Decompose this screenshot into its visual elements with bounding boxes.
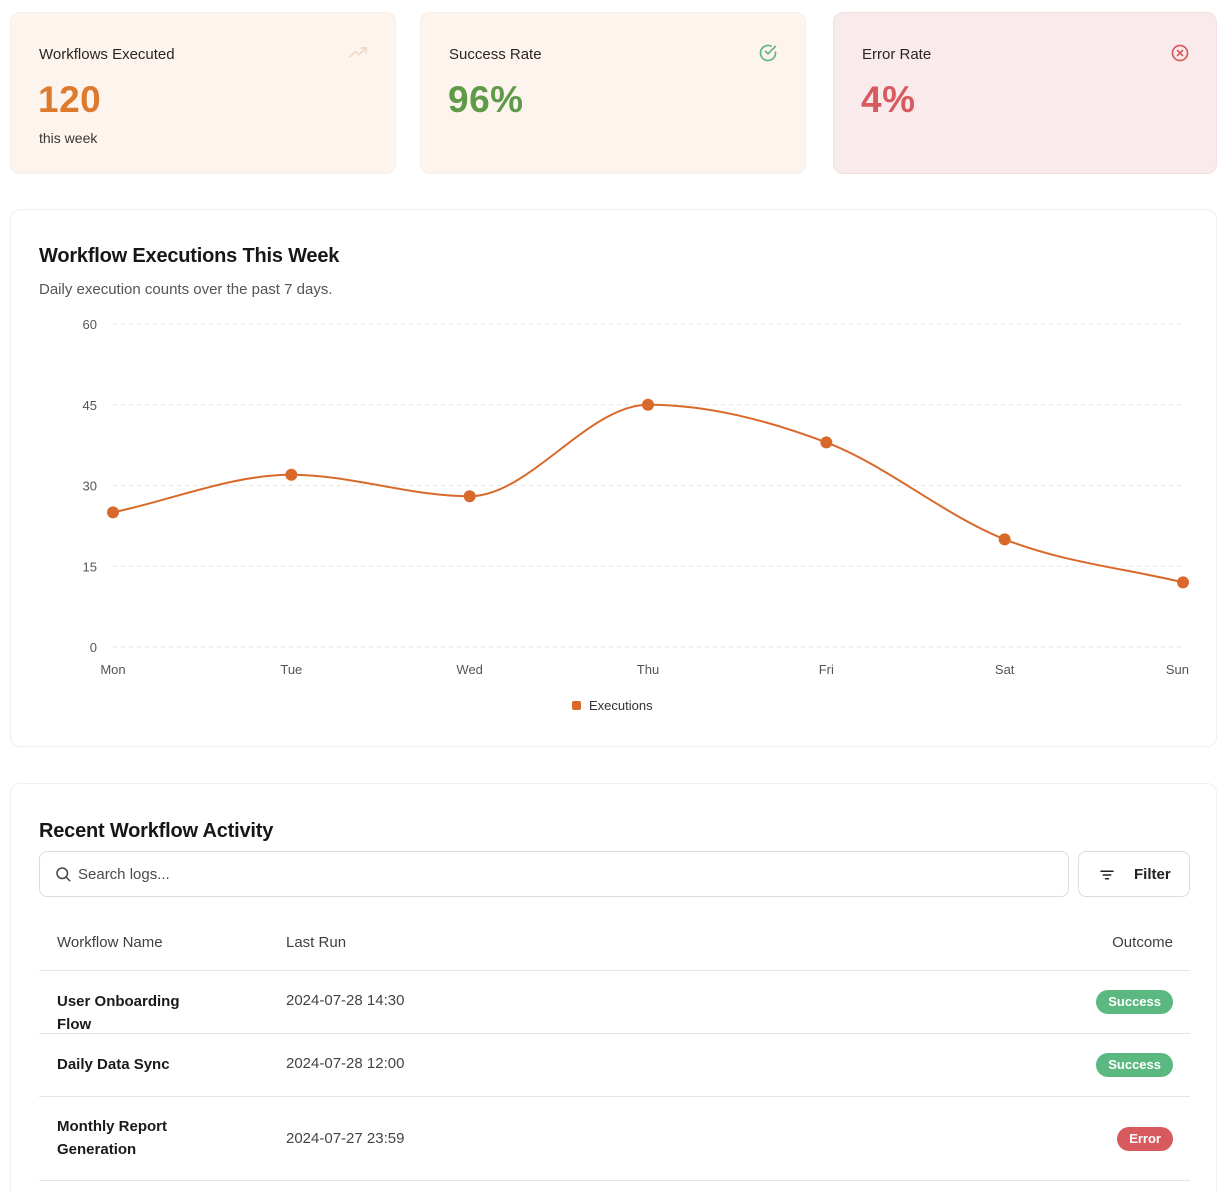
search-box <box>39 851 1069 897</box>
error-rate-card: Error Rate 4% <box>833 12 1217 174</box>
series-line-executions <box>112 403 1184 584</box>
table-row[interactable]: Monthly Report Generation 2024-07-27 23:… <box>39 1097 1190 1181</box>
data-point <box>820 436 833 449</box>
data-point <box>642 398 654 411</box>
workflow-name: User Onboarding Flow <box>57 993 180 1033</box>
x-tick-label: Sun <box>1166 662 1189 677</box>
check-circle-icon <box>759 44 777 62</box>
activity-table: Workflow Name Last Run Outcome User Onbo… <box>39 922 1190 1181</box>
column-header-last-run[interactable]: Last Run <box>286 934 347 951</box>
column-header-workflow-name[interactable]: Workflow Name <box>57 934 163 951</box>
workflows-executed-value: 120 <box>38 79 102 120</box>
search-icon <box>56 867 71 882</box>
data-point <box>107 506 119 519</box>
column-header-outcome[interactable]: Outcome <box>1112 934 1173 951</box>
table-row[interactable]: Daily Data Sync 2024-07-28 12:00 Success <box>39 1034 1190 1097</box>
y-tick-label: 0 <box>90 640 97 655</box>
x-tick-label: Fri <box>819 662 834 677</box>
last-run-time: 2024-07-28 14:30 <box>286 992 405 1009</box>
last-run-time: 2024-07-28 12:00 <box>286 1055 405 1072</box>
success-rate-label: Success Rate <box>449 46 542 63</box>
data-point <box>998 533 1011 546</box>
trending-up-icon <box>348 47 368 59</box>
x-circle-icon <box>1171 44 1189 62</box>
chart-title: Workflow Executions This Week <box>39 245 340 267</box>
filter-button[interactable]: Filter <box>1078 851 1190 897</box>
last-run-time: 2024-07-27 23:59 <box>286 1130 405 1147</box>
workflow-name: Daily Data Sync <box>57 1056 170 1073</box>
y-tick-label: 15 <box>83 559 97 574</box>
x-tick-label: Sat <box>995 662 1015 677</box>
executions-line-chart: 0 15 30 45 60 Mon Tue Wed Thu Fri Sat Sun Executions <box>83 317 1189 713</box>
legend-swatch <box>572 701 581 710</box>
success-rate-card: Success Rate 96% <box>420 12 806 174</box>
workflow-name: Monthly Report Generation <box>57 1118 167 1158</box>
recent-activity-panel: Recent Workflow Activity Filter Workflow… <box>10 783 1217 1192</box>
data-point <box>463 490 476 503</box>
legend-label: Executions <box>589 698 653 713</box>
x-tick-label: Tue <box>280 662 302 677</box>
error-rate-value: 4% <box>861 79 916 120</box>
x-tick-label: Thu <box>637 662 659 677</box>
y-tick-label: 60 <box>83 317 97 332</box>
x-tick-label: Mon <box>100 662 125 677</box>
search-input[interactable] <box>78 852 1058 896</box>
y-tick-label: 30 <box>83 479 97 494</box>
status-badge: Success <box>1096 1053 1173 1077</box>
activity-title: Recent Workflow Activity <box>39 820 274 842</box>
x-tick-label: Wed <box>456 662 483 677</box>
workflows-executed-card: Workflows Executed 120 this week <box>10 12 396 174</box>
data-point <box>1177 576 1189 589</box>
chart-subtitle: Daily execution counts over the past 7 d… <box>39 281 333 298</box>
error-rate-label: Error Rate <box>862 46 932 63</box>
filter-button-label: Filter <box>1134 866 1171 883</box>
success-rate-value: 96% <box>448 79 524 120</box>
table-header: Workflow Name Last Run Outcome <box>39 922 1190 971</box>
y-tick-label: 45 <box>83 398 97 413</box>
data-point <box>285 468 298 481</box>
status-badge: Error <box>1117 1127 1173 1151</box>
executions-chart-panel: 0 15 30 45 60 Mon Tue Wed Thu Fri Sat Sun Executions… <box>10 209 1217 747</box>
status-badge: Success <box>1096 990 1173 1014</box>
table-row[interactable]: User Onboarding Flow 2024-07-28 14:30 Su… <box>39 971 1190 1034</box>
workflows-executed-label: Workflows Executed <box>39 46 175 63</box>
workflows-executed-period: this week <box>39 130 98 146</box>
filter-icon <box>1100 870 1114 880</box>
